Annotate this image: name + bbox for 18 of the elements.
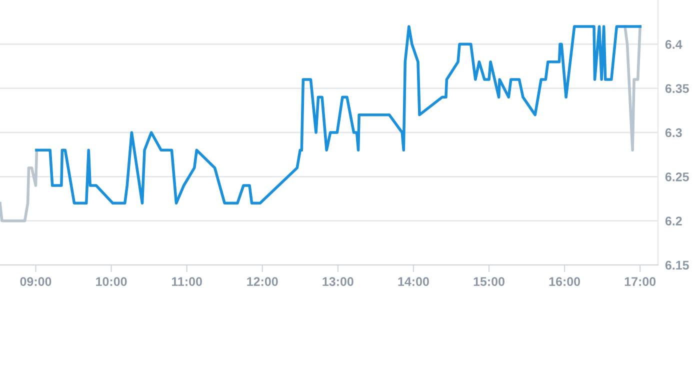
- x-tick-label: 17:00: [624, 277, 656, 286]
- x-tick-label: 16:00: [549, 277, 580, 286]
- y-tick-label: 6.3: [665, 128, 682, 138]
- x-tick-label: 11:00: [172, 277, 202, 286]
- line-series: [624, 25, 642, 152]
- y-tick-label: 6.4: [665, 40, 682, 49]
- y-tick-label: 6.35: [665, 84, 689, 94]
- y-tick-label: 6.15: [665, 260, 689, 270]
- x-tick-label: 15:00: [474, 277, 504, 286]
- y-tick-label: 6.25: [665, 172, 689, 182]
- x-tick-label: 14:00: [398, 277, 429, 286]
- x-tick-label: 10:00: [96, 277, 127, 286]
- x-tick-label: 09:00: [20, 277, 52, 286]
- line-series: [0, 148, 38, 222]
- line-series: [35, 25, 642, 205]
- x-tick-label: 13:00: [322, 277, 354, 286]
- x-tick-label: 12:00: [247, 277, 278, 286]
- y-tick-label: 6.2: [665, 216, 682, 226]
